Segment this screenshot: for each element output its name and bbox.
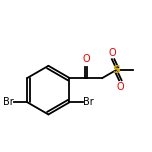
Text: Br: Br bbox=[3, 97, 13, 107]
Text: O: O bbox=[82, 54, 90, 64]
Text: O: O bbox=[109, 48, 117, 58]
Text: O: O bbox=[117, 82, 124, 92]
Text: S: S bbox=[113, 65, 121, 75]
Text: Br: Br bbox=[83, 97, 94, 107]
